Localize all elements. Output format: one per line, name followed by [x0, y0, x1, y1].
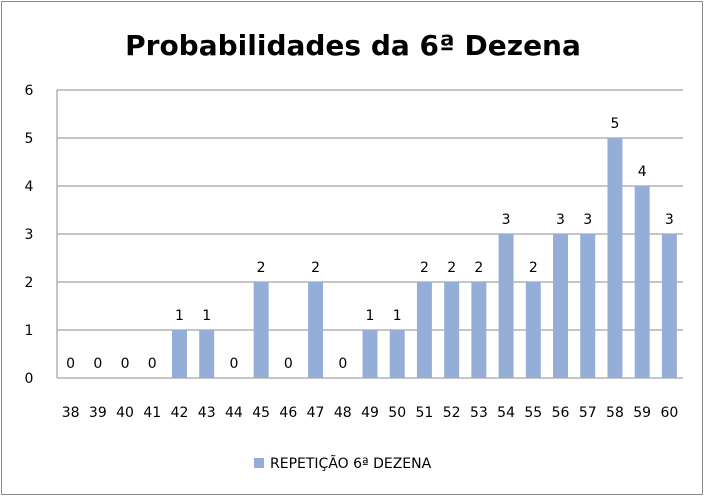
y-tick-label: 2 [25, 275, 34, 291]
data-label: 2 [529, 260, 538, 276]
x-tick-label: 55 [524, 405, 542, 421]
data-label: 0 [93, 356, 102, 372]
y-tick-label: 6 [25, 83, 34, 99]
x-tick-label: 40 [116, 405, 134, 421]
bar [661, 234, 677, 378]
x-tick-label: 52 [443, 405, 461, 421]
x-tick-label: 60 [660, 405, 678, 421]
bar [634, 186, 650, 378]
x-tick-label: 53 [470, 405, 488, 421]
data-label: 1 [366, 308, 375, 324]
legend: REPETIÇÃO 6ª DEZENA [254, 455, 432, 472]
y-tick-labels: 0 1 2 3 4 5 6 [25, 83, 34, 387]
legend-swatch [254, 458, 264, 468]
data-label: 0 [284, 356, 293, 372]
data-labels: 0 0 0 0 1 1 0 2 0 2 0 1 1 2 2 2 3 2 3 3 5 4 3 [66, 116, 674, 372]
gridlines [57, 89, 683, 331]
x-tick-label: 46 [279, 405, 297, 421]
x-tick-label: 39 [89, 405, 107, 421]
x-tick-label: 38 [62, 405, 80, 421]
x-tick-label: 42 [171, 405, 189, 421]
bar [199, 330, 215, 378]
bar [607, 138, 623, 378]
data-label: 3 [502, 212, 511, 228]
bar [471, 282, 487, 378]
data-label: 0 [229, 356, 238, 372]
y-tick-label: 1 [25, 323, 34, 339]
data-label: 0 [148, 356, 157, 372]
data-label: 3 [665, 212, 674, 228]
data-label: 5 [610, 116, 619, 132]
bar [525, 282, 541, 378]
bar [362, 330, 378, 378]
data-label: 3 [583, 212, 592, 228]
bar [171, 330, 187, 378]
bar [253, 282, 269, 378]
legend-label: REPETIÇÃO 6ª DEZENA [270, 455, 432, 472]
x-tick-label: 58 [606, 405, 624, 421]
x-tick-label: 41 [143, 405, 161, 421]
x-tick-label: 57 [579, 405, 597, 421]
x-tick-label: 50 [388, 405, 406, 421]
data-label: 2 [420, 260, 429, 276]
data-label: 2 [474, 260, 483, 276]
data-label: 4 [638, 164, 647, 180]
bar [498, 234, 514, 378]
x-tick-label: 48 [334, 405, 352, 421]
x-tick-label: 51 [416, 405, 434, 421]
x-tick-label: 47 [307, 405, 325, 421]
bar [389, 330, 405, 378]
data-label: 0 [66, 356, 75, 372]
x-tick-label: 49 [361, 405, 379, 421]
bar [580, 234, 596, 378]
x-tick-label: 44 [225, 405, 243, 421]
y-tick-label: 4 [25, 179, 34, 195]
bar [308, 282, 324, 378]
bar [444, 282, 460, 378]
bars [171, 138, 677, 378]
data-label: 2 [447, 260, 456, 276]
data-label: 2 [257, 260, 266, 276]
y-tick-label: 3 [25, 227, 34, 243]
data-label: 3 [556, 212, 565, 228]
data-label: 1 [393, 308, 402, 324]
data-label: 0 [338, 356, 347, 372]
x-tick-label: 54 [497, 405, 515, 421]
y-tick-label: 0 [25, 371, 34, 387]
x-tick-label: 56 [552, 405, 570, 421]
x-tick-labels: 38 39 40 41 42 43 44 45 46 47 48 49 50 51 52 53 54 55 56 57… [62, 405, 679, 421]
bar [553, 234, 569, 378]
data-label: 0 [121, 356, 130, 372]
x-tick-label: 45 [252, 405, 270, 421]
bar [416, 282, 432, 378]
data-label: 1 [175, 308, 184, 324]
y-tick-label: 5 [25, 131, 34, 147]
x-tick-label: 43 [198, 405, 216, 421]
x-tick-label: 59 [633, 405, 651, 421]
chart-title: Probabilidades da 6ª Dezena [125, 29, 581, 62]
data-label: 1 [202, 308, 211, 324]
data-label: 2 [311, 260, 320, 276]
